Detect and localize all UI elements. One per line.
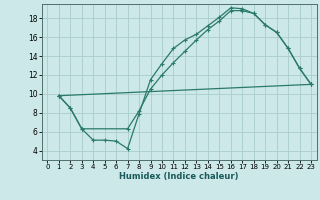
X-axis label: Humidex (Indice chaleur): Humidex (Indice chaleur) [119, 172, 239, 181]
